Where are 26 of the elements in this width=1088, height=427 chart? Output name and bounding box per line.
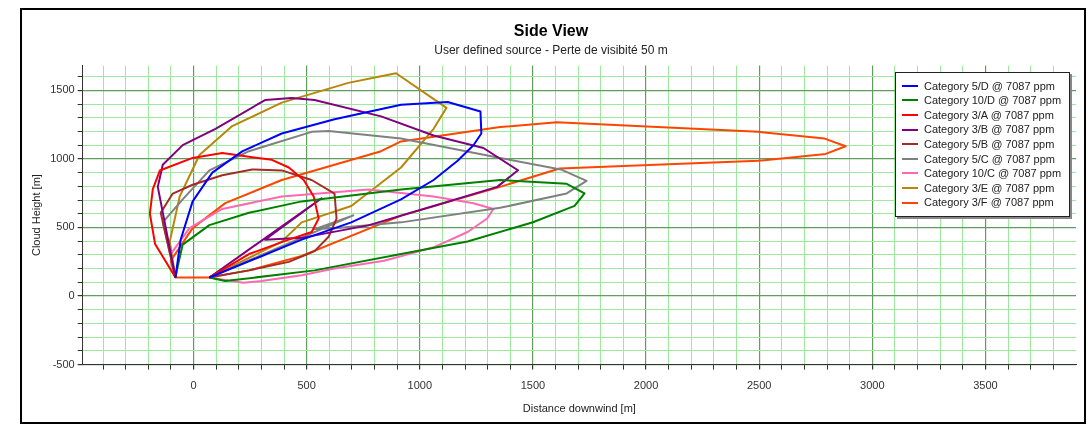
x-tick-label: 1500: [520, 379, 546, 392]
x-tick-label: 3500: [973, 379, 998, 392]
legend-label: Category 3/E @ 7087 ppm: [924, 180, 1055, 196]
legend-label: Category 5/C @ 7087 ppm: [924, 151, 1056, 167]
x-tick-label: 2000: [633, 379, 659, 392]
y-tick-label: 1000: [50, 151, 75, 164]
chart-title: Side View: [513, 22, 589, 40]
x-tick-label: 500: [297, 379, 316, 392]
x-axis-title: Distance downwind [m]: [522, 402, 636, 415]
legend-label: Category 3/B @ 7087 ppm: [924, 122, 1055, 137]
legend-label: Category 10/D @ 7087 ppm: [924, 93, 1062, 108]
y-tick-label: 0: [68, 289, 75, 302]
legend-label: Category 10/C @ 7087 ppm: [924, 166, 1062, 181]
y-tick-label: 1500: [50, 83, 75, 96]
y-tick-label: -500: [52, 357, 75, 370]
legend-label: Category 5/D @ 7087 ppm: [924, 78, 1056, 94]
x-tick-label: 2500: [746, 379, 772, 392]
legend-label: Category 5/B @ 7087 ppm: [924, 136, 1055, 152]
y-tick-label: 500: [56, 220, 75, 233]
legend-label: Category 3/A @ 7087 ppm: [924, 107, 1054, 123]
y-axis-title: Cloud Height [m]: [29, 174, 42, 257]
x-tick-label: 1000: [407, 379, 433, 392]
chart-subtitle: User defined source - Perte de visibité 50 m: [434, 42, 668, 57]
legend-label: Category 3/F @ 7087 ppm: [924, 195, 1054, 210]
x-tick-label: 3000: [860, 379, 885, 392]
x-tick-label: 0: [190, 379, 197, 392]
